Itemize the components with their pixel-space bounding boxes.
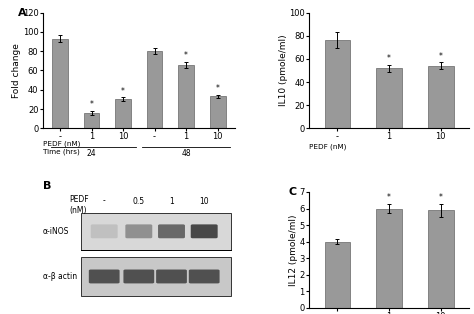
Text: *: * [121, 87, 125, 95]
Text: 48: 48 [181, 149, 191, 158]
Y-axis label: Fold change: Fold change [12, 43, 21, 98]
Bar [52, 39, 68, 128]
Text: *: * [216, 84, 219, 93]
Bar [428, 210, 454, 308]
Bar [376, 208, 402, 308]
Y-axis label: IL12 (pmole/ml): IL12 (pmole/ml) [289, 214, 298, 286]
Text: *: * [184, 51, 188, 60]
Bar [210, 96, 226, 128]
Text: *: * [387, 193, 391, 202]
Text: *: * [439, 51, 443, 61]
Text: α-β actin: α-β actin [43, 272, 77, 281]
Bar [81, 257, 231, 296]
Text: *: * [387, 54, 391, 63]
Text: A: A [18, 8, 26, 18]
Text: C: C [288, 187, 296, 197]
Text: *: * [90, 100, 93, 109]
Bar [115, 99, 131, 128]
Bar [81, 213, 231, 250]
Text: -: - [103, 197, 106, 206]
FancyBboxPatch shape [125, 225, 152, 238]
Text: 10: 10 [200, 197, 209, 206]
Bar [146, 51, 163, 128]
Text: PEDF (nM): PEDF (nM) [43, 141, 80, 147]
Y-axis label: IL10 (pmole/ml): IL10 (pmole/ml) [279, 35, 288, 106]
Text: 1: 1 [169, 197, 174, 206]
FancyBboxPatch shape [189, 269, 219, 284]
FancyBboxPatch shape [158, 225, 185, 238]
Bar [376, 68, 402, 128]
Bar [325, 241, 350, 308]
Text: PEDF (nM): PEDF (nM) [309, 143, 346, 150]
Bar [178, 65, 194, 128]
FancyBboxPatch shape [191, 225, 218, 238]
Text: *: * [439, 193, 443, 202]
FancyBboxPatch shape [156, 269, 187, 284]
Text: PEDF
(nM): PEDF (nM) [70, 195, 89, 215]
Bar [83, 113, 100, 128]
Bar [325, 40, 350, 128]
Text: 24: 24 [87, 149, 96, 158]
FancyBboxPatch shape [123, 269, 154, 284]
FancyBboxPatch shape [89, 269, 119, 284]
Text: α-iNOS: α-iNOS [43, 227, 69, 236]
Text: B: B [43, 181, 51, 191]
FancyBboxPatch shape [91, 225, 118, 238]
Bar [428, 66, 454, 128]
Text: Time (hrs): Time (hrs) [43, 149, 80, 155]
Text: 0.5: 0.5 [133, 197, 145, 206]
